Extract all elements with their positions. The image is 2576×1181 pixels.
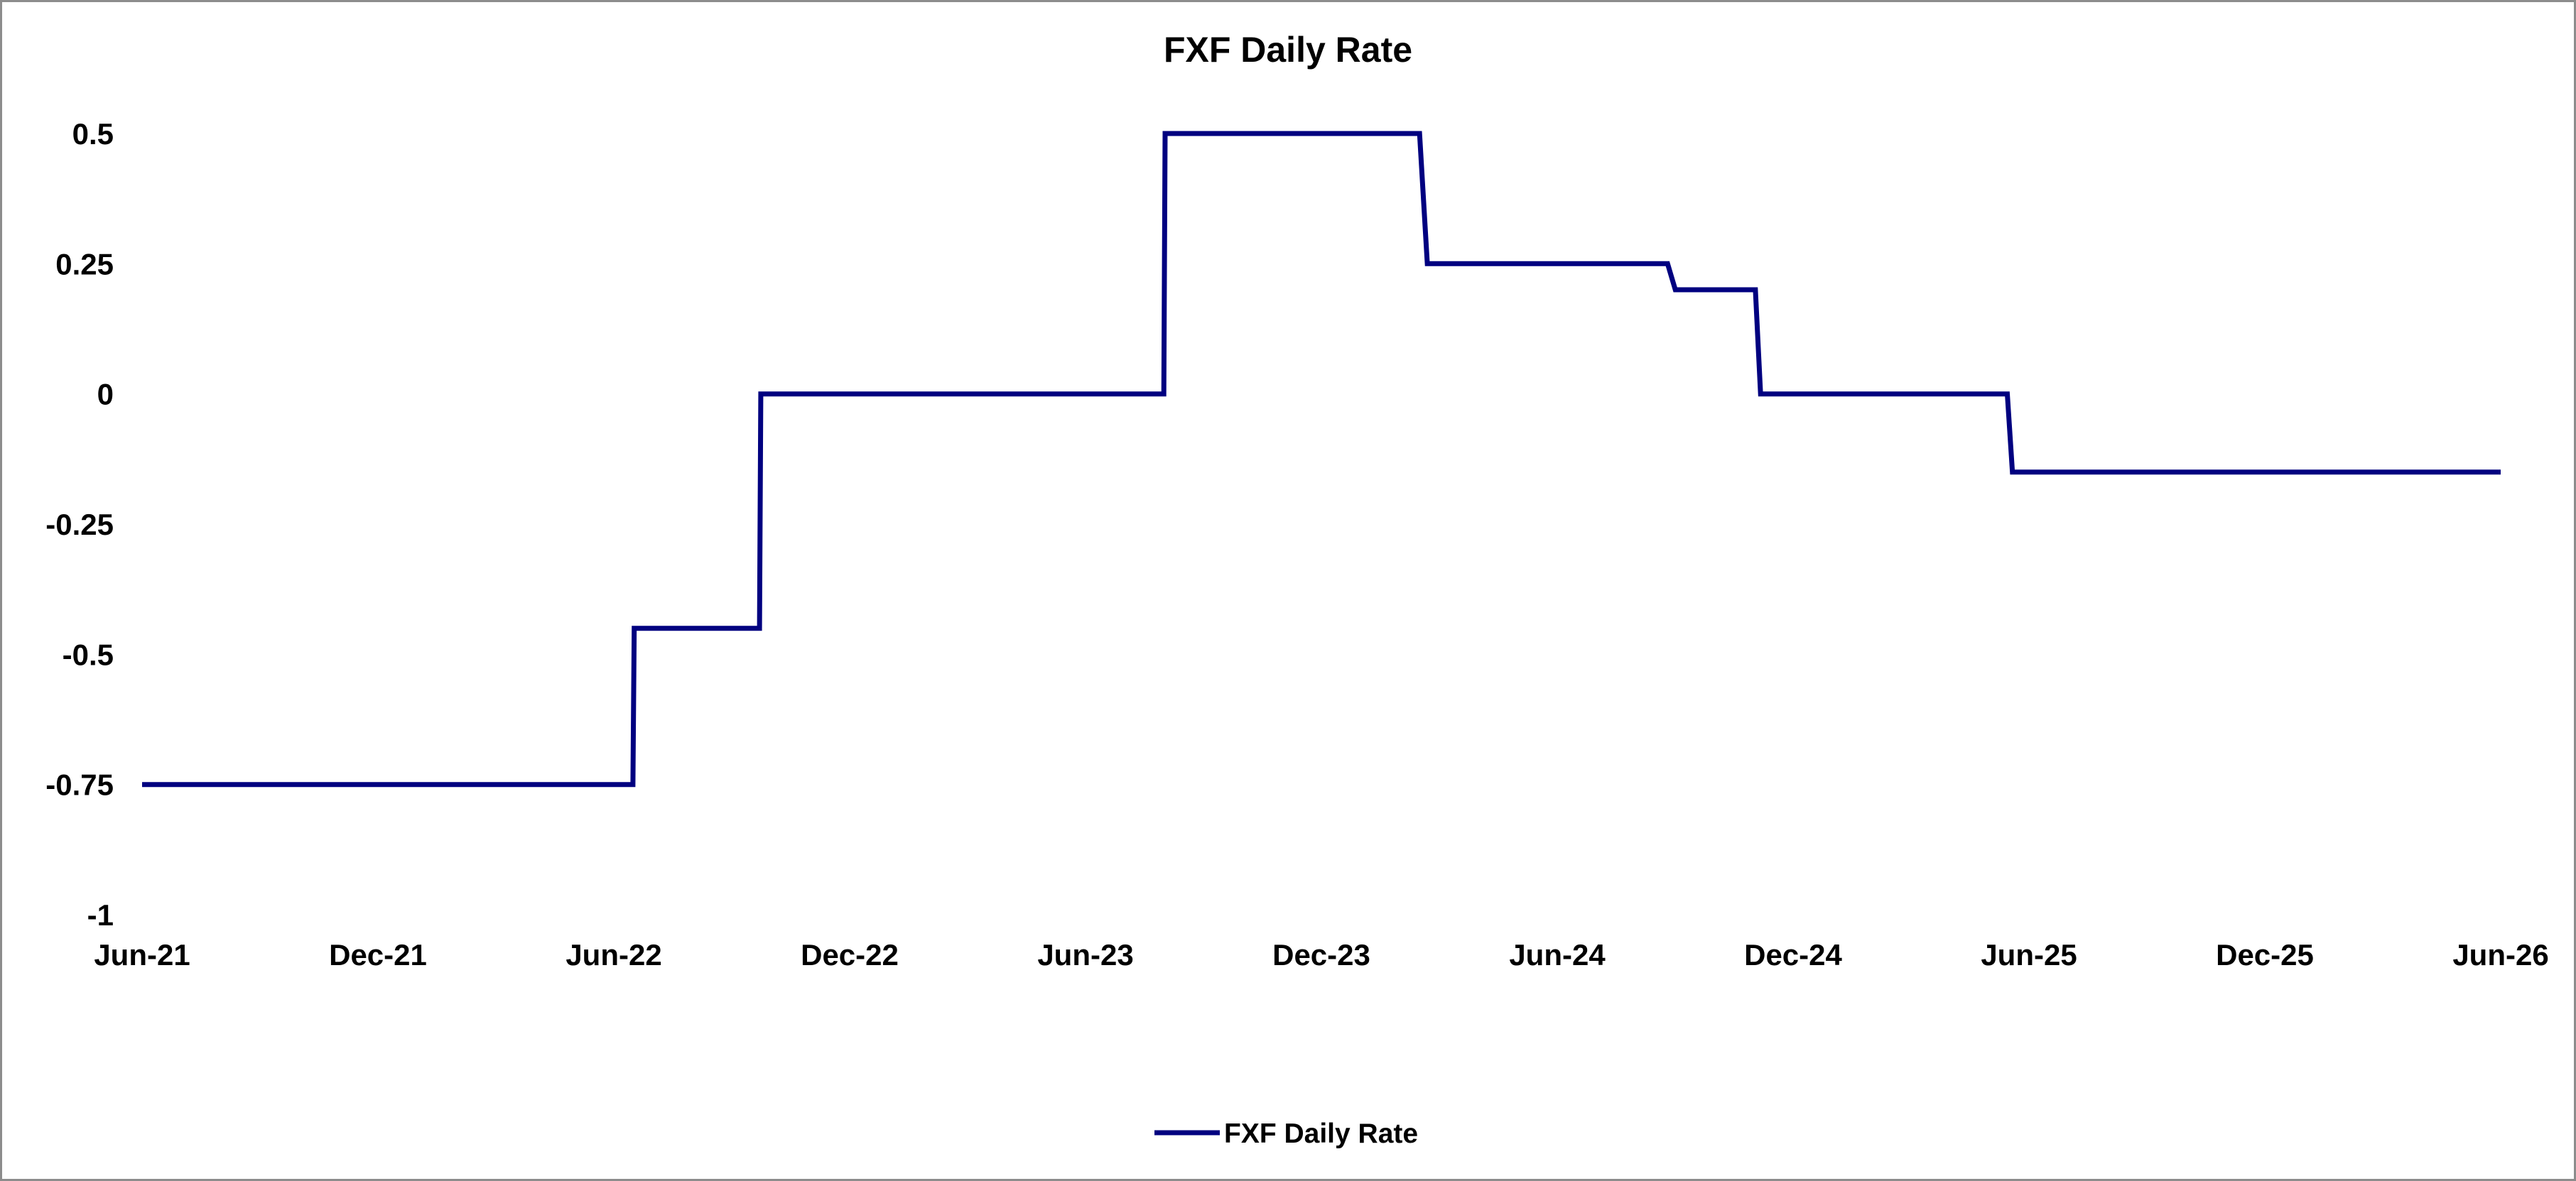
- y-axis-ticks: 0.5 0.25 0 -0.25 -0.5 -0.75 -1: [45, 117, 114, 932]
- y-tick-label: 0.25: [55, 247, 114, 281]
- x-tick-label: Jun-22: [565, 938, 661, 972]
- x-tick-label: Dec-21: [329, 938, 427, 972]
- series-group: [142, 131, 2501, 788]
- series-line-fxf-daily-rate: [142, 131, 2501, 788]
- x-tick-label: Jun-24: [1509, 938, 1606, 972]
- x-tick-label: Jun-23: [1037, 938, 1133, 972]
- y-tick-label: -0.25: [45, 508, 114, 541]
- x-tick-label: Dec-24: [1744, 938, 1842, 972]
- x-tick-label: Jun-25: [1981, 938, 2077, 972]
- legend: FXF Daily Rate: [1154, 1119, 1418, 1149]
- y-tick-label: -1: [87, 898, 114, 932]
- x-tick-label: Jun-21: [94, 938, 190, 972]
- x-tick-label: Jun-26: [2452, 938, 2548, 972]
- legend-label-fxf-daily-rate: FXF Daily Rate: [1224, 1119, 1418, 1149]
- y-tick-label: -0.75: [45, 768, 114, 802]
- y-tick-label: 0.5: [72, 117, 114, 151]
- chart-title: FXF Daily Rate: [1164, 30, 1412, 70]
- y-tick-label: 0: [97, 378, 114, 411]
- x-tick-label: Dec-22: [801, 938, 899, 972]
- x-tick-label: Dec-25: [2216, 938, 2314, 972]
- x-axis-ticks: Jun-21 Dec-21 Jun-22 Dec-22 Jun-23 Dec-23 Jun-…: [94, 938, 2548, 972]
- x-tick-label: Dec-23: [1272, 938, 1370, 972]
- y-tick-label: -0.5: [63, 638, 114, 671]
